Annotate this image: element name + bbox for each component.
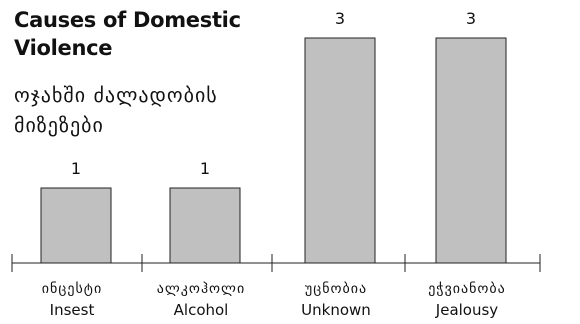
bar-2 bbox=[169, 187, 241, 264]
x-tick-label-en-2: Alcohol bbox=[174, 301, 229, 319]
title-block: Causes of Domestic Violence ოჯახში ძალად… bbox=[14, 6, 274, 140]
data-label-1: 1 bbox=[71, 159, 81, 178]
x-tick-label-ka-4: ეჭვიანობა bbox=[428, 281, 506, 297]
x-tick-label-ka-3: უცნობია bbox=[305, 281, 367, 297]
x-tick-label-en-3: Unknown bbox=[301, 301, 371, 319]
data-label-4: 3 bbox=[466, 9, 476, 28]
bar-3 bbox=[304, 37, 376, 264]
x-tick-label-en-4: Jealousy bbox=[435, 301, 499, 319]
chart-subtitle: ოჯახში ძალადობის მიზეზები bbox=[14, 83, 218, 137]
data-label-2: 1 bbox=[200, 159, 210, 178]
data-label-3: 3 bbox=[335, 9, 345, 28]
x-tick-label-ka-2: ალკოჰოლი bbox=[157, 281, 245, 297]
x-tick-label-ka-1: ინცესტი bbox=[42, 281, 102, 297]
x-tick-label-en-1: Insest bbox=[50, 301, 95, 319]
bar-1 bbox=[40, 187, 112, 264]
chart-title: Causes of Domestic Violence bbox=[14, 8, 241, 60]
bar-4 bbox=[435, 37, 507, 264]
